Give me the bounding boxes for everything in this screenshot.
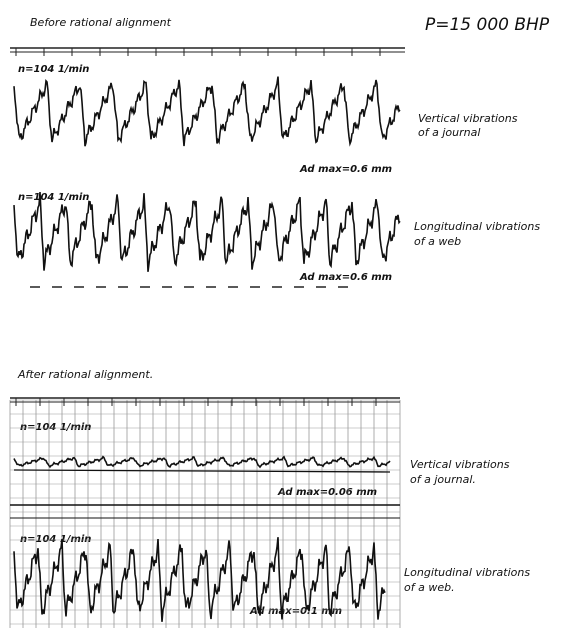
speed-label: n=104 1/min (20, 534, 91, 545)
power-title: P=15 000 BHP (425, 15, 550, 35)
speed-label: n=104 1/min (18, 64, 89, 75)
panel-title: After rational alignment. (17, 368, 153, 381)
trace-label: Vertical vibrations (410, 458, 510, 471)
speed-label: n=104 1/min (18, 192, 89, 203)
speed-label: n=104 1/min (20, 422, 91, 433)
trace-label: of a web (414, 235, 461, 248)
trace-label: Vertical vibrations (418, 112, 518, 125)
amplitude-label: Ad max=0.6 mm (299, 272, 392, 283)
panel-title: Before rational alignment (30, 16, 172, 29)
amplitude-label: Ad max=0.6 mm (299, 164, 392, 175)
trace-label: Longitudinal vibrations (414, 220, 540, 233)
trace-label: of a journal. (410, 473, 476, 486)
figure: Before rational alignment P=15 000 BHP V… (0, 0, 582, 631)
amplitude-label: Ad max=0.1 mm (249, 606, 342, 617)
trace-label: of a web. (404, 581, 455, 594)
trace-label: of a journal (418, 126, 480, 139)
amplitude-label: Ad max=0.06 mm (277, 487, 377, 498)
trace-label: Longitudinal vibrations (404, 566, 530, 579)
